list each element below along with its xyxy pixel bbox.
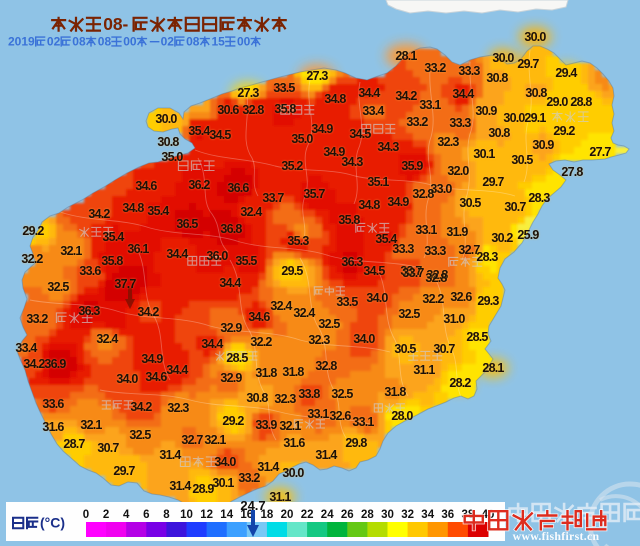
svg-text:08-: 08- xyxy=(103,14,128,34)
svg-text:32: 32 xyxy=(401,509,414,521)
svg-text:02: 02 xyxy=(161,34,175,48)
svg-text:2019: 2019 xyxy=(8,34,35,48)
svg-text:02: 02 xyxy=(47,34,61,48)
svg-text:34: 34 xyxy=(421,509,434,521)
svg-text:4: 4 xyxy=(123,509,130,521)
svg-text:18: 18 xyxy=(261,509,274,521)
svg-text:20: 20 xyxy=(281,509,294,521)
svg-text:14: 14 xyxy=(220,509,233,521)
svg-text:24: 24 xyxy=(321,509,334,521)
svg-text:6: 6 xyxy=(143,509,149,521)
svg-text:08: 08 xyxy=(186,34,200,48)
svg-text:30: 30 xyxy=(381,509,394,521)
svg-text:16: 16 xyxy=(240,509,253,521)
svg-text:15: 15 xyxy=(212,34,226,48)
svg-text:08: 08 xyxy=(72,34,86,48)
svg-text:10: 10 xyxy=(180,509,193,521)
svg-text:(°C): (°C) xyxy=(40,515,65,531)
svg-text:2: 2 xyxy=(103,509,109,521)
svg-text:00: 00 xyxy=(123,34,137,48)
svg-text:12: 12 xyxy=(200,509,213,521)
svg-text:00: 00 xyxy=(237,34,251,48)
svg-text:22: 22 xyxy=(301,509,314,521)
svg-text:08: 08 xyxy=(98,34,112,48)
svg-text:0: 0 xyxy=(83,509,89,521)
svg-text:www.fishfirst.cn: www.fishfirst.cn xyxy=(513,529,600,543)
svg-text:26: 26 xyxy=(341,509,354,521)
svg-text:8: 8 xyxy=(163,509,170,521)
svg-text:28: 28 xyxy=(361,509,374,521)
svg-text:36: 36 xyxy=(441,509,454,521)
svg-text:24.7: 24.7 xyxy=(240,498,265,513)
